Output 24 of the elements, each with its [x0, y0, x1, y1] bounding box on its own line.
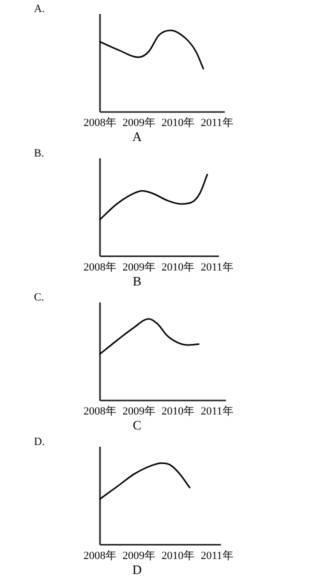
title: D. — [34, 436, 45, 448]
xtick: 2009年 — [122, 406, 156, 418]
xlabel: D — [132, 562, 142, 577]
xlabel: B — [132, 273, 142, 288]
xtick: 2009年 — [122, 550, 156, 562]
xtick: 2010年 — [162, 117, 194, 129]
xtick: 2010年 — [162, 550, 194, 562]
title: B. — [34, 147, 44, 160]
xtick: 2010年 — [162, 406, 194, 418]
title: C. — [34, 292, 44, 304]
xtick: 2008年 — [84, 406, 116, 418]
xtick: 2008年 — [84, 550, 116, 562]
xtick: 2008年 — [84, 117, 116, 129]
xlabel: C — [132, 418, 142, 432]
xtick: 2011年 — [200, 117, 234, 129]
xlabel: A — [132, 129, 142, 144]
xtick: 2010年 — [162, 261, 194, 274]
xtick: 2009年 — [122, 117, 156, 129]
title: A. — [34, 3, 45, 15]
xtick: 2011年 — [200, 261, 234, 274]
xtick: 2008年 — [84, 261, 116, 274]
xtick: 2011年 — [200, 550, 234, 562]
xtick: 2009年 — [122, 261, 156, 274]
xtick: 2011年 — [200, 406, 234, 418]
